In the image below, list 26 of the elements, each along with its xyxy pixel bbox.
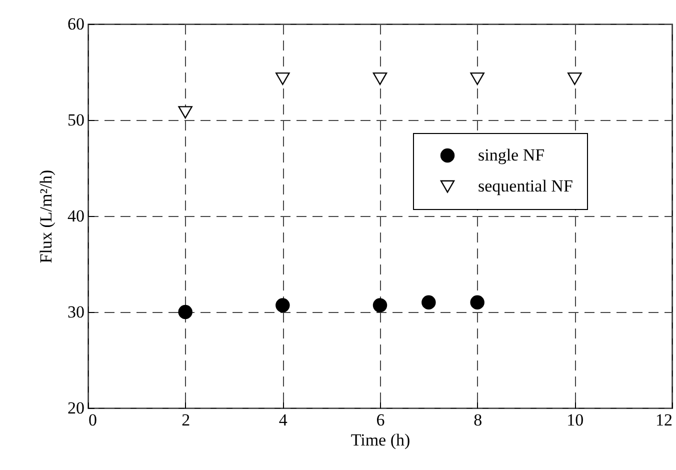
point [178,106,192,119]
legend-label: single NF [478,146,545,164]
x-tick-label: 2 [182,410,190,430]
point [178,304,192,320]
legend-label: sequential NF [478,176,573,196]
point [276,298,290,312]
x-tick-label: 4 [278,410,288,430]
y-tick-label: 30 [68,302,84,322]
y-axis-title: Flux (L/m²/h) [36,170,56,264]
y-tick-label: 20 [68,398,84,418]
point [470,72,484,85]
x-tick-label: 12 [656,410,672,430]
point [276,72,290,85]
y-tick-label: 60 [68,14,84,34]
point [568,72,582,85]
x-tick-label: 8 [474,410,482,430]
point [372,72,388,85]
x-tick-label: 10 [566,410,584,430]
x-tick-label: 0 [88,410,97,430]
y-tick-label: 40 [68,206,84,226]
y-tick-label: 50 [68,110,84,130]
point [372,298,388,312]
point [422,295,436,310]
x-axis-title: Time (h) [350,430,410,450]
point [470,295,484,310]
x-tick-label: 6 [376,410,385,430]
